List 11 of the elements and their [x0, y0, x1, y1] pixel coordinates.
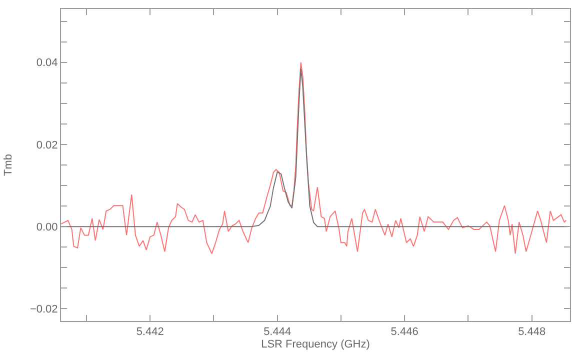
x-axis-title: LSR Frequency (GHz): [261, 338, 370, 350]
y-tick-label: −0.02: [30, 304, 58, 316]
x-tick-label: 5.444: [264, 326, 292, 338]
y-tick-label: 0.02: [36, 139, 58, 152]
x-tick-label: 5.448: [518, 326, 546, 338]
y-axis-title: Tmb: [2, 154, 15, 176]
y-tick-label: 0.04: [36, 57, 58, 70]
y-tick-label: 0.00: [36, 221, 58, 234]
line-series: [61, 62, 567, 254]
x-tick-label: 5.446: [390, 326, 418, 338]
x-tick-label: 5.442: [136, 326, 164, 338]
